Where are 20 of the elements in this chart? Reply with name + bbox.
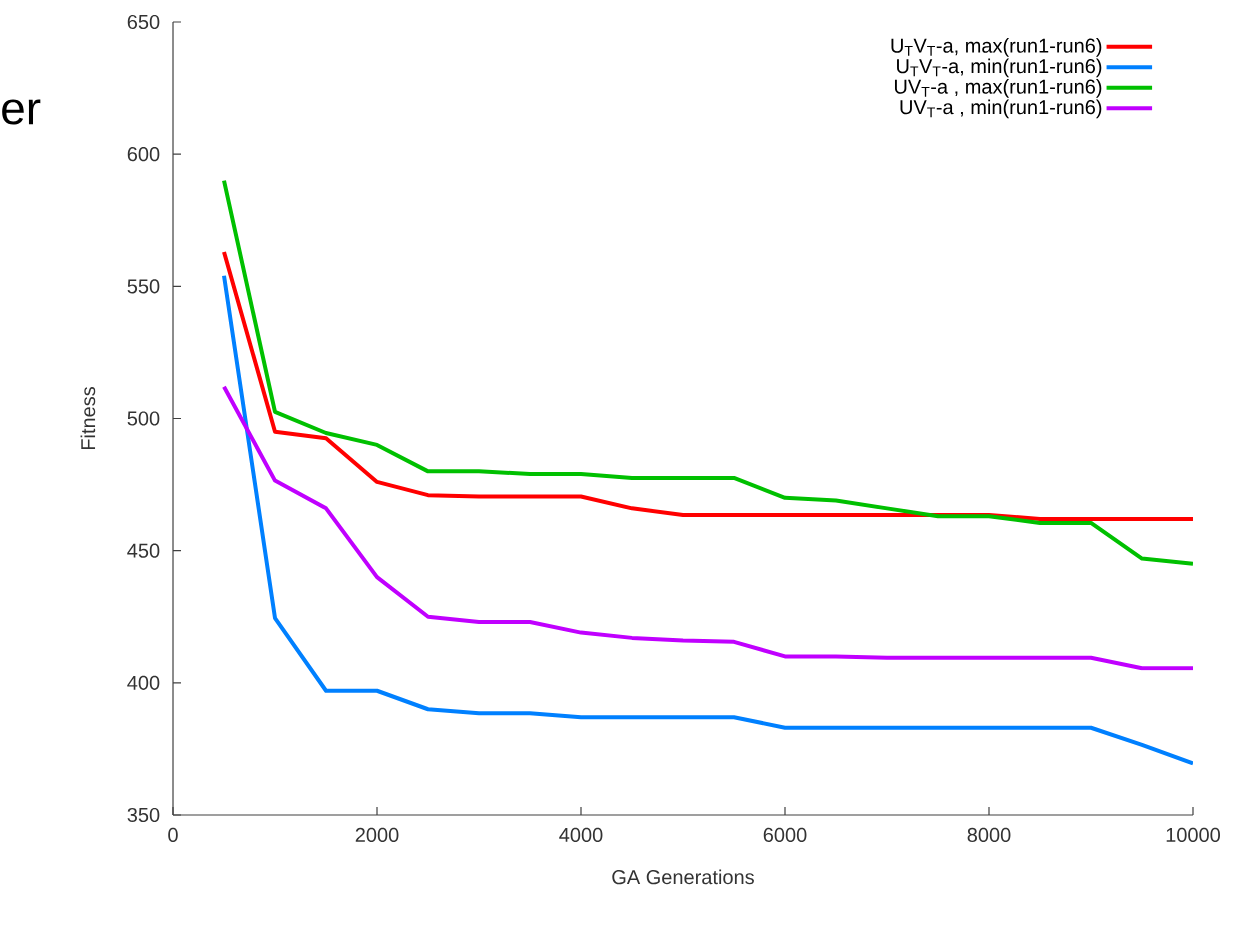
y-tick-label: 450 — [127, 543, 160, 558]
x-tick-label: 8000 — [967, 827, 1011, 842]
x-tick-label: 6000 — [763, 827, 807, 842]
legend-label: UV$_{T}$-a , max(run1-run6) — [894, 79, 1102, 98]
x-tick-label: 4000 — [559, 827, 603, 842]
x-tick-label: 10000 — [1166, 827, 1220, 842]
y-tick-label: 400 — [127, 675, 160, 690]
x-tick-label: 0 — [168, 827, 178, 842]
y-tick-label: 550 — [127, 279, 160, 294]
y-tick-label: 600 — [127, 147, 160, 162]
y-axis-title: Fitness — [80, 386, 96, 450]
y-tick-label: 500 — [127, 411, 160, 426]
y-tick-label: 650 — [127, 14, 160, 30]
x-tick-label: 2000 — [355, 827, 399, 842]
legend-label: UV$_{T}$-a , min(run1-run6) — [900, 99, 1102, 119]
legend-label: U$_{T}$V$_{T}$-a, max(run1-run6) — [891, 38, 1102, 57]
y-tick-label: 350 — [127, 807, 160, 823]
text: er — [2, 99, 41, 125]
legend-label: U$_{T}$V$_{T}$-a, min(run1-run6) — [897, 58, 1102, 78]
x-axis-title: GA Generations — [612, 869, 754, 885]
